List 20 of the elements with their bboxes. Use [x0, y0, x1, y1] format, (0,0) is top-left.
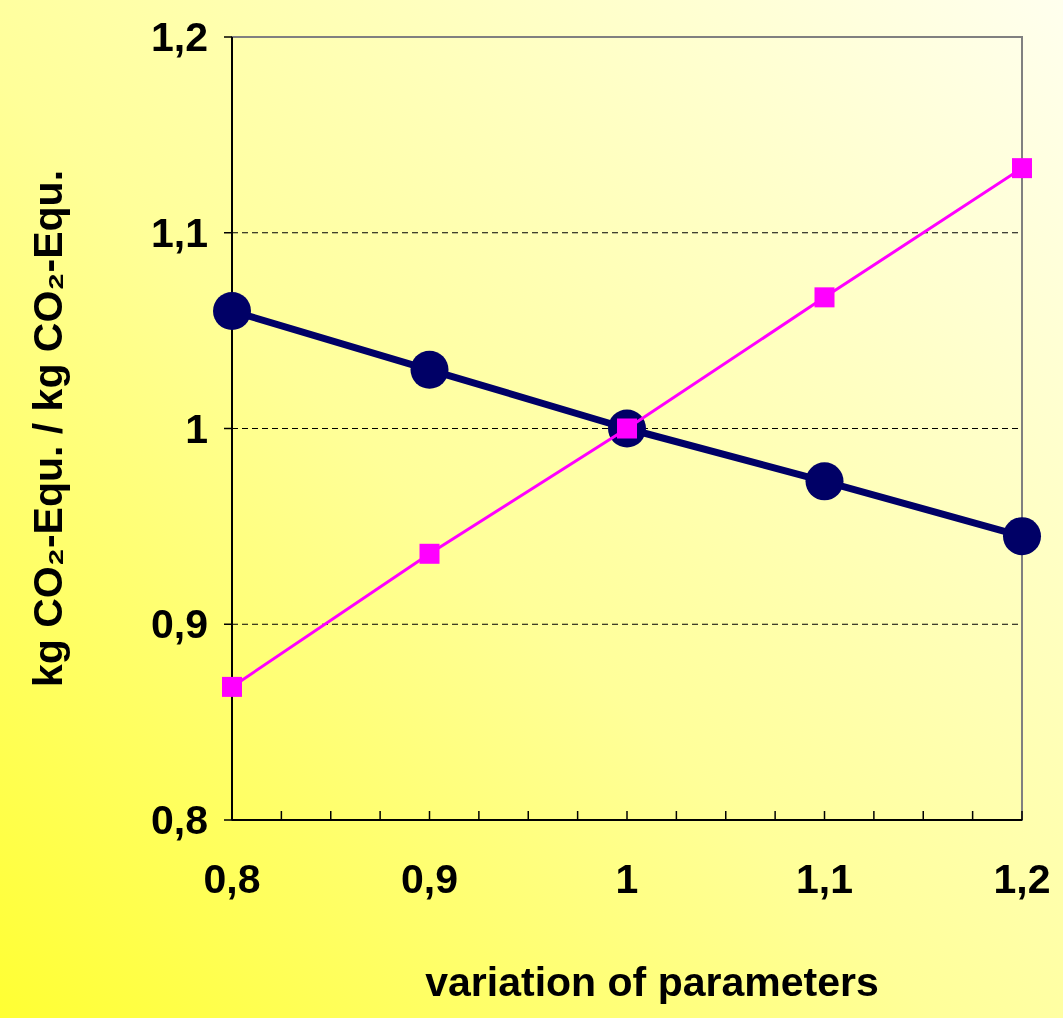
point — [213, 292, 251, 331]
x-tick-label: 1,2 — [993, 856, 1051, 902]
y-axis-title: kg CO₂-Equ. / kg CO₂-Equ. — [25, 169, 71, 688]
y-tick-label: 0,8 — [151, 797, 208, 843]
point — [814, 287, 835, 308]
point — [222, 676, 242, 697]
x-tick-label: 1 — [615, 856, 639, 902]
y-tick-label: 1 — [185, 405, 208, 452]
point — [410, 350, 449, 389]
y-tick-label: 1,2 — [151, 14, 208, 60]
point — [419, 543, 440, 564]
y-tick-label: 0,9 — [151, 601, 208, 648]
x-axis-title: variation of parameters — [425, 959, 879, 1005]
x-tick-label: 0,8 — [203, 856, 261, 902]
point — [805, 462, 844, 501]
x-tick-label: 0,9 — [401, 856, 458, 902]
point — [1003, 517, 1041, 556]
point — [1012, 158, 1032, 179]
x-tick-label: 1,1 — [796, 856, 853, 902]
y-tick-label: 1,1 — [151, 209, 208, 256]
